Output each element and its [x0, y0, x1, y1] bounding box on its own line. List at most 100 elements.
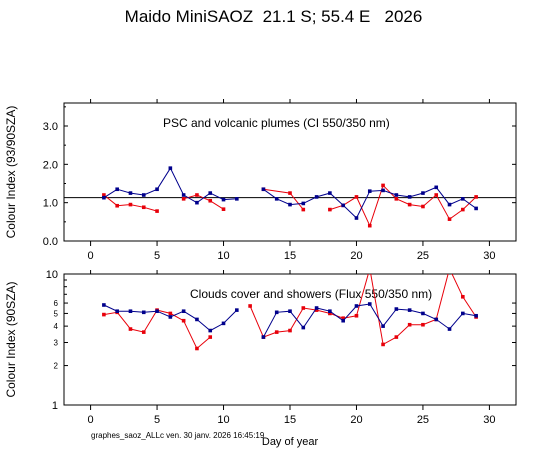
blue-data-point	[208, 328, 213, 333]
red-data-point	[168, 311, 173, 316]
red-data-point	[354, 313, 359, 318]
red-data-point	[288, 191, 292, 195]
panel-title: PSC and volcanic plumes (CI 550/350 nm)	[163, 116, 390, 130]
blue-data-point	[288, 202, 292, 207]
blue-data-point	[155, 309, 159, 314]
red-data-point	[208, 198, 213, 203]
blue-data-point	[115, 309, 119, 314]
red-data-point	[102, 312, 106, 317]
red-data-point	[181, 197, 186, 201]
red-data-point	[341, 316, 345, 320]
red-data-point	[328, 207, 332, 212]
x-tick-label: 0	[88, 250, 94, 262]
blue-data-point	[195, 317, 199, 322]
blue-data-point	[421, 311, 425, 316]
blue-data-point	[128, 309, 133, 314]
blue-data-point	[102, 303, 106, 307]
red-data-point	[367, 223, 372, 228]
x-tick-label: 30	[483, 414, 495, 426]
x-tick-label: 0	[88, 414, 94, 426]
red-data-point	[381, 342, 385, 347]
blue-data-point	[394, 307, 399, 311]
blue-data-point	[461, 197, 465, 201]
red-data-point	[328, 311, 332, 316]
red-data-point	[394, 335, 399, 339]
red-series-line	[103, 309, 211, 350]
red-data-point	[434, 193, 439, 197]
x-tick-label: 15	[284, 250, 296, 262]
red-data-point	[288, 328, 292, 333]
y-tick-label: 0.0	[43, 236, 58, 248]
red-series-line	[263, 188, 304, 210]
blue-data-point	[195, 200, 199, 205]
red-data-point	[274, 330, 279, 334]
y-tick-label: 2	[54, 362, 59, 371]
red-data-point	[381, 183, 385, 188]
red-data-point	[301, 207, 306, 212]
blue-data-point	[155, 187, 159, 192]
blue-data-point	[407, 195, 412, 199]
red-data-point	[248, 304, 252, 308]
red-data-point	[461, 207, 465, 212]
blue-data-point	[434, 317, 439, 322]
red-data-point	[208, 335, 213, 339]
blue-data-point	[141, 193, 146, 197]
blue-data-point	[314, 195, 319, 199]
y-tick-label: 1.0	[43, 198, 58, 210]
blue-data-point	[461, 311, 465, 316]
panel-title: Clouds cover and showers (Flux 550/350 n…	[190, 287, 432, 301]
blue-data-point	[168, 166, 173, 170]
blue-data-point	[328, 191, 332, 195]
blue-data-point	[381, 188, 385, 193]
y-axis-label: Colour Index (93/90SZA)	[4, 106, 18, 239]
x-axis-label: Day of year	[262, 436, 319, 448]
y-tick-label: 3	[54, 338, 59, 347]
red-data-point	[221, 207, 226, 211]
red-data-point	[407, 322, 412, 327]
red-data-point	[115, 203, 119, 208]
y-tick-label: 3.0	[43, 121, 58, 133]
psc-panel: 0 5 10 15 20 25 30 0.0 1.0 2.0 3.0 Colour Index (93…	[4, 99, 517, 262]
blue-data-point	[128, 191, 133, 195]
plot-area	[102, 166, 478, 228]
y-tick-label: 4	[54, 322, 59, 331]
red-data-point	[354, 195, 359, 199]
blue-data-point	[447, 202, 452, 207]
blue-data-point	[394, 193, 399, 197]
blue-data-point	[115, 187, 119, 192]
x-tick-label: 30	[483, 250, 495, 262]
blue-data-point	[274, 310, 279, 315]
red-data-point	[102, 193, 106, 197]
x-tick-label: 25	[417, 250, 429, 262]
y-tick-label: 10	[46, 269, 58, 281]
red-data-point	[195, 346, 199, 351]
blue-data-point	[141, 310, 146, 315]
blue-data-point	[288, 309, 292, 314]
red-data-point	[128, 327, 133, 331]
red-data-point	[181, 318, 186, 323]
blue-data-point	[102, 195, 106, 200]
blue-data-point	[367, 302, 372, 306]
blue-data-point	[367, 189, 372, 193]
y-tick-label: 1	[52, 400, 58, 412]
red-data-point	[155, 209, 159, 213]
blue-data-point	[274, 197, 279, 201]
blue-data-point	[328, 309, 332, 314]
red-data-point	[421, 204, 425, 209]
red-data-point	[474, 195, 478, 199]
blue-data-point	[354, 216, 359, 220]
blue-data-point	[261, 187, 266, 192]
blue-data-point	[221, 197, 226, 202]
blue-data-point	[434, 185, 439, 190]
x-tick-label: 5	[154, 414, 160, 426]
blue-data-point	[301, 201, 306, 206]
y-tick-label: 5	[54, 309, 59, 318]
blue-data-point	[474, 206, 478, 211]
red-data-point	[314, 308, 319, 312]
red-data-point	[141, 205, 146, 210]
blue-data-point	[407, 308, 412, 312]
blue-data-point	[235, 197, 239, 201]
x-tick-label: 5	[154, 250, 160, 262]
